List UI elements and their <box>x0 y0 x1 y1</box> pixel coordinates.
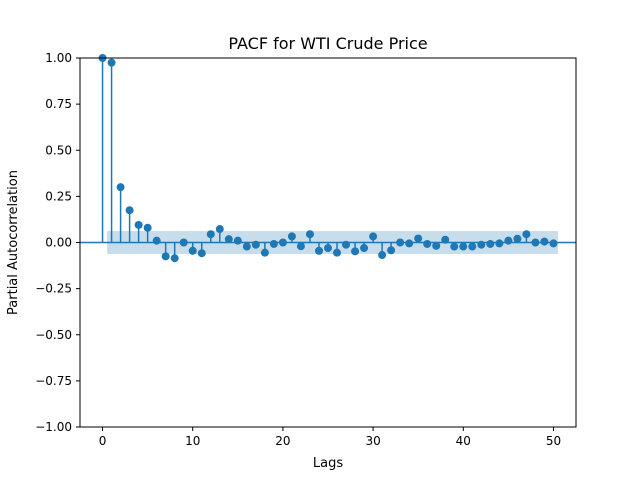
y-tick-label: 0.75 <box>45 97 72 111</box>
x-tick-label: 0 <box>99 434 107 448</box>
y-axis-label: Partial Autocorrelation <box>6 170 21 315</box>
pacf-point-lag-16 <box>242 242 251 251</box>
y-tick-label: 0.25 <box>45 189 72 203</box>
pacf-point-lag-25 <box>324 244 332 253</box>
pacf-point-lag-6 <box>152 236 161 245</box>
pacf-point-lag-22 <box>296 242 305 251</box>
y-tick-label: −1.00 <box>35 420 72 434</box>
x-tick-label: 40 <box>456 434 471 448</box>
pacf-point-lag-29 <box>360 244 369 253</box>
pacf-point-lag-47 <box>522 230 531 239</box>
y-tick-label: −0.25 <box>35 282 72 296</box>
pacf-point-lag-1 <box>107 58 116 67</box>
pacf-point-lag-30 <box>369 232 378 241</box>
pacf-point-lag-42 <box>477 240 486 249</box>
y-tick-label: 0.00 <box>45 236 72 250</box>
pacf-point-lag-34 <box>405 239 414 248</box>
x-axis-label: Lags <box>313 456 343 471</box>
pacf-point-lag-10 <box>188 246 197 255</box>
pacf-point-lag-9 <box>179 238 188 247</box>
y-tick-label: −0.75 <box>35 374 72 388</box>
pacf-point-lag-12 <box>206 230 215 239</box>
pacf-point-lag-28 <box>351 247 360 256</box>
pacf-point-lag-37 <box>432 241 441 250</box>
pacf-point-lag-41 <box>468 242 477 251</box>
pacf-point-lag-36 <box>423 239 432 248</box>
pacf-point-lag-31 <box>378 251 387 260</box>
pacf-point-lag-27 <box>342 240 351 249</box>
pacf-point-lag-5 <box>143 223 152 232</box>
y-tick-label: 0.50 <box>45 143 72 157</box>
pacf-point-lag-43 <box>486 239 495 248</box>
pacf-point-lag-33 <box>396 238 405 247</box>
pacf-point-lag-21 <box>287 232 296 241</box>
x-tick-label: 30 <box>365 434 380 448</box>
pacf-point-lag-32 <box>387 246 396 255</box>
pacf-point-lag-48 <box>531 238 540 247</box>
pacf-point-lag-23 <box>305 230 314 239</box>
pacf-point-lag-11 <box>197 249 206 258</box>
pacf-point-lag-7 <box>161 252 170 261</box>
pacf-point-lag-20 <box>278 238 287 247</box>
pacf-point-lag-38 <box>441 235 450 244</box>
pacf-point-lag-2 <box>116 183 125 192</box>
x-tick-label: 10 <box>185 434 200 448</box>
pacf-point-lag-49 <box>540 237 549 246</box>
pacf-point-lag-40 <box>459 242 468 251</box>
pacf-point-lag-8 <box>170 254 179 263</box>
pacf-point-lag-17 <box>251 240 260 249</box>
pacf-point-lag-46 <box>513 234 522 243</box>
pacf-point-lag-39 <box>450 242 459 251</box>
pacf-point-lag-45 <box>504 236 513 245</box>
pacf-point-lag-3 <box>125 206 134 215</box>
pacf-point-lag-13 <box>215 225 224 234</box>
pacf-point-lag-26 <box>333 248 342 257</box>
pacf-point-lag-4 <box>134 220 143 229</box>
y-tick-label: −0.50 <box>35 328 72 342</box>
pacf-point-lag-15 <box>233 236 242 245</box>
pacf-point-lag-24 <box>314 246 323 255</box>
y-tick-label: 1.00 <box>45 51 72 65</box>
pacf-point-lag-19 <box>269 239 278 248</box>
pacf-point-lag-18 <box>260 248 269 257</box>
pacf-point-lag-50 <box>549 239 558 248</box>
pacf-point-lag-35 <box>414 234 423 243</box>
x-tick-label: 20 <box>275 434 290 448</box>
chart-title: PACF for WTI Crude Price <box>228 34 427 53</box>
x-tick-label: 50 <box>546 434 561 448</box>
pacf-point-lag-44 <box>495 239 504 248</box>
pacf-point-lag-14 <box>224 235 233 244</box>
